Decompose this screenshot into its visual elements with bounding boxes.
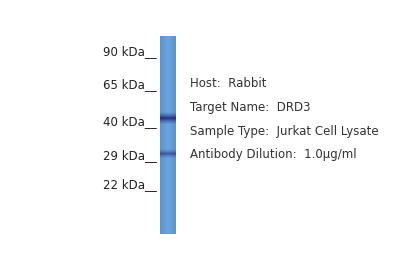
Text: Antibody Dilution:  1.0μg/ml: Antibody Dilution: 1.0μg/ml	[190, 148, 356, 161]
Text: Host:  Rabbit: Host: Rabbit	[190, 77, 266, 90]
Text: Target Name:  DRD3: Target Name: DRD3	[190, 101, 310, 114]
Text: Sample Type:  Jurkat Cell Lysate: Sample Type: Jurkat Cell Lysate	[190, 124, 378, 138]
Text: 65 kDa__: 65 kDa__	[103, 78, 157, 91]
Text: 40 kDa__: 40 kDa__	[103, 115, 157, 128]
Text: 90 kDa__: 90 kDa__	[103, 45, 157, 58]
Text: 22 kDa__: 22 kDa__	[103, 178, 157, 191]
Text: 29 kDa__: 29 kDa__	[103, 149, 157, 162]
